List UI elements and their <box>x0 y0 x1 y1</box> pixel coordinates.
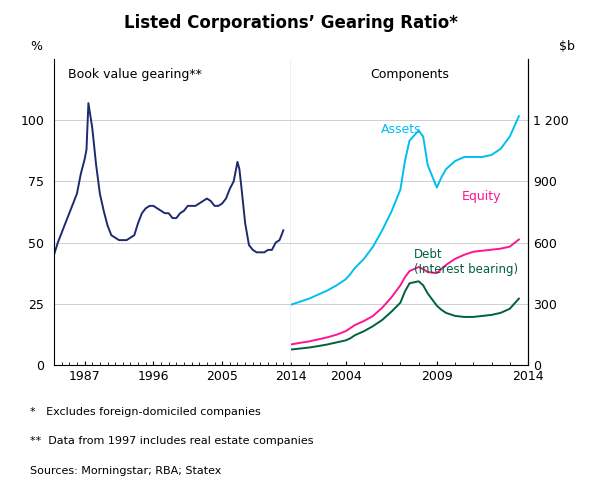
Text: Assets: Assets <box>381 123 422 136</box>
Text: **  Data from 1997 includes real estate companies: ** Data from 1997 includes real estate c… <box>30 436 314 446</box>
Text: *   Excludes foreign-domiciled companies: * Excludes foreign-domiciled companies <box>30 407 261 417</box>
Text: Book value gearing**: Book value gearing** <box>68 69 202 81</box>
Text: Components: Components <box>370 69 449 81</box>
Text: Equity: Equity <box>461 190 501 203</box>
Text: Sources: Morningstar; RBA; Statex: Sources: Morningstar; RBA; Statex <box>30 466 221 476</box>
Text: %: % <box>30 40 42 53</box>
Text: Listed Corporations’ Gearing Ratio*: Listed Corporations’ Gearing Ratio* <box>124 14 458 32</box>
Text: Debt
(Interest bearing): Debt (Interest bearing) <box>414 248 518 276</box>
Text: $b: $b <box>559 40 575 53</box>
